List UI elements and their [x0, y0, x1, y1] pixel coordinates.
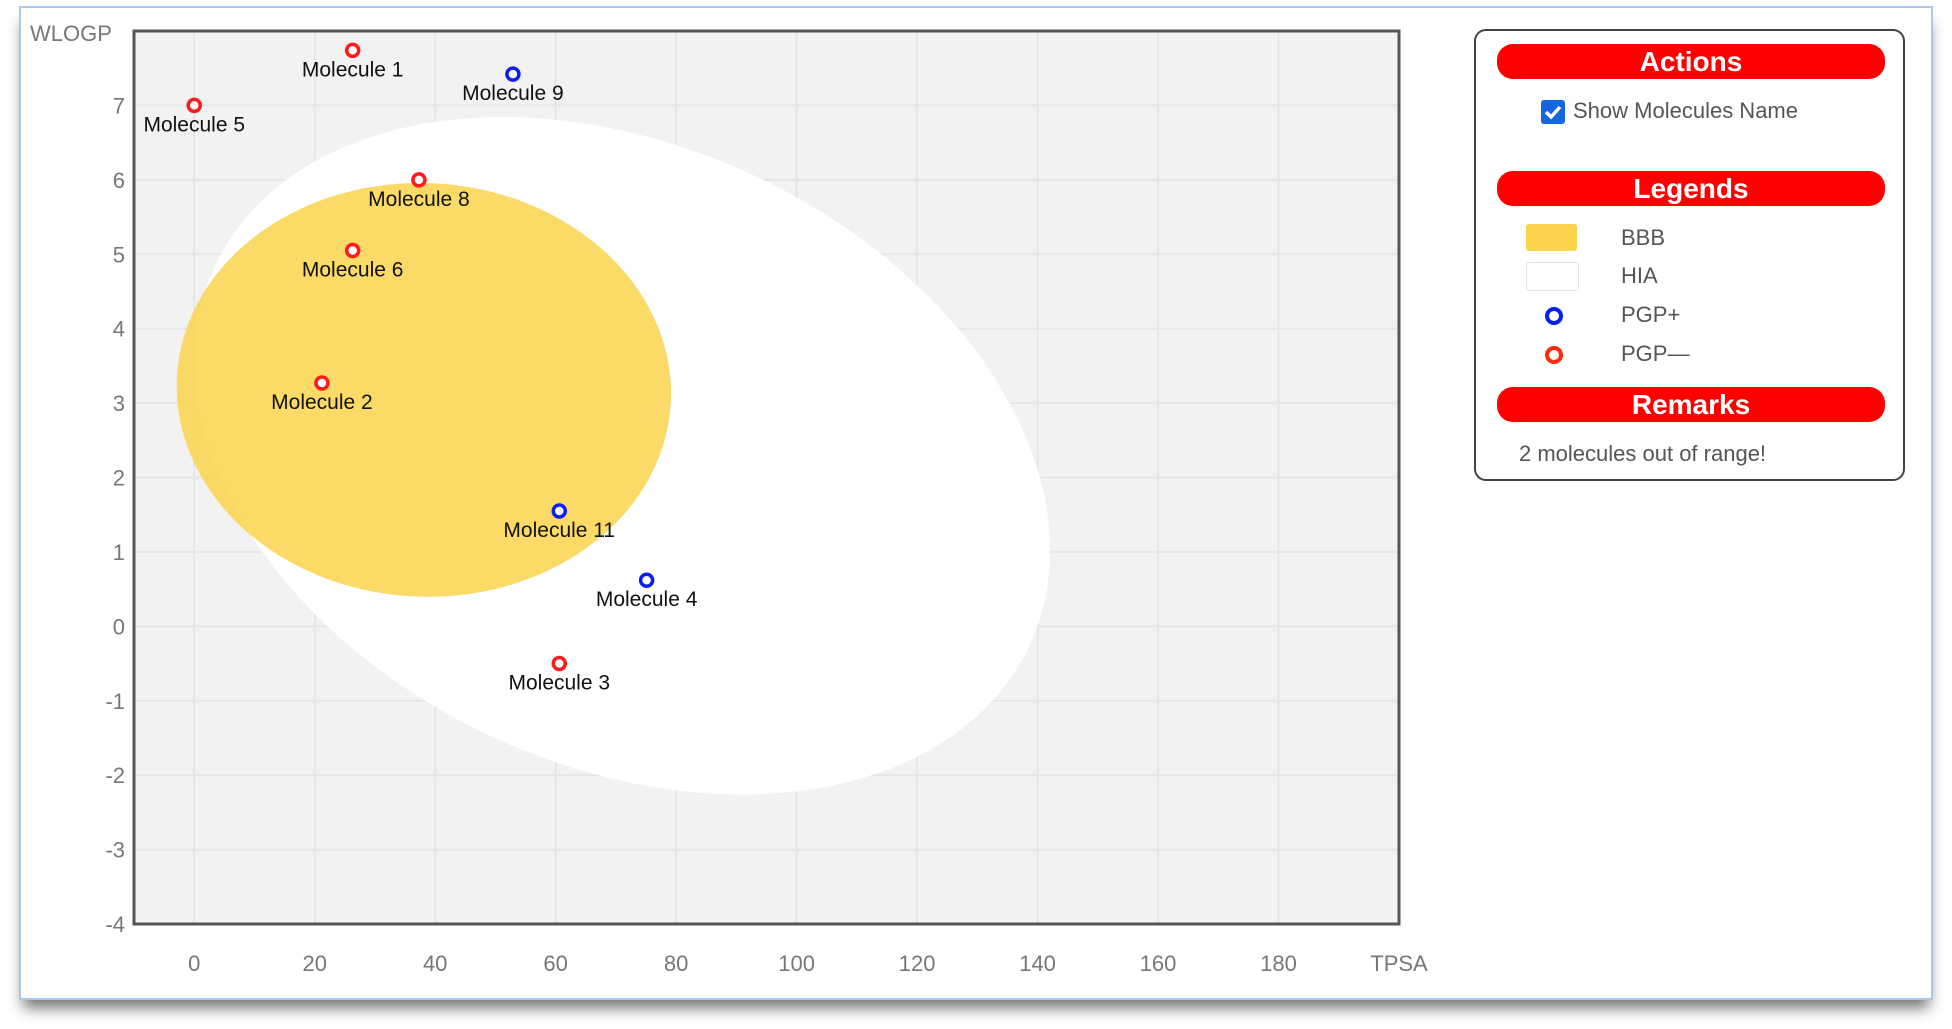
x-tick-label: 180	[1260, 951, 1297, 976]
molecule-label: Molecule 9	[462, 82, 564, 105]
molecule-point	[344, 42, 361, 59]
legend-label: PGP+	[1621, 302, 1681, 327]
legend-label: BBB	[1621, 225, 1666, 250]
x-axis-label: TPSA	[1370, 951, 1428, 976]
x-tick-label: 60	[543, 951, 567, 976]
x-tick-label: 140	[1019, 951, 1056, 976]
y-tick-label: -4	[105, 912, 125, 937]
molecule-label: Molecule 11	[503, 519, 615, 542]
molecule-label: Molecule 4	[596, 588, 698, 611]
legends-header: Legends	[1497, 171, 1885, 206]
molecule-point	[551, 655, 568, 672]
x-tick-label: 0	[188, 951, 200, 976]
x-tick-label: 120	[899, 951, 936, 976]
y-tick-label: 4	[113, 317, 125, 342]
y-axis-label: WLOGP	[30, 21, 112, 46]
legend-item-pgp-plus: PGP+	[1526, 300, 1866, 330]
plot-frame	[132, 29, 1401, 926]
actions-header: Actions	[1497, 44, 1885, 79]
y-tick-label: -2	[105, 763, 125, 788]
molecule-label: Molecule 2	[271, 391, 373, 414]
checkmark-icon	[1544, 105, 1562, 120]
y-tick-label: 3	[113, 391, 125, 416]
y-tick-label: -3	[105, 838, 125, 863]
show-names-checkbox[interactable]	[1541, 100, 1565, 124]
red-ring-icon	[1545, 346, 1563, 364]
remarks-header: Remarks	[1497, 387, 1885, 422]
molecule-point	[505, 66, 521, 82]
molecule-label: Molecule 8	[368, 188, 470, 211]
molecule-point	[314, 375, 330, 391]
y-tick-label: 1	[113, 540, 125, 565]
blue-ring-icon	[1545, 307, 1563, 325]
y-tick-label: 5	[113, 242, 125, 267]
y-tick-label: 6	[113, 168, 125, 193]
y-tick-label: 0	[113, 614, 125, 639]
legend-label: PGP—	[1621, 341, 1690, 366]
legend-label: HIA	[1621, 263, 1658, 288]
molecule-label: Molecule 5	[143, 113, 245, 136]
molecule-label: Molecule 1	[302, 58, 404, 81]
y-tick-label: 2	[113, 466, 125, 491]
molecule-point	[638, 572, 655, 588]
molecule-point	[344, 242, 361, 259]
control-panel: Actions Show Molecules Name Legends BBB …	[1474, 29, 1905, 481]
molecule-point	[186, 97, 202, 114]
molecule-label: Molecule 3	[508, 672, 610, 695]
x-tick-label: 40	[423, 951, 447, 976]
remarks-text: 2 molecules out of range!	[1519, 441, 1767, 466]
bbb-region	[176, 183, 671, 597]
hia-swatch	[1526, 262, 1579, 291]
y-tick-label: 7	[113, 93, 125, 118]
legend-item-hia: HIA	[1526, 261, 1866, 291]
molecule-point	[411, 172, 427, 188]
legend-item-bbb: BBB	[1526, 223, 1866, 253]
x-tick-label: 160	[1140, 951, 1177, 976]
x-tick-label: 80	[664, 951, 688, 976]
show-names-label[interactable]: Show Molecules Name	[1573, 98, 1798, 123]
molecule-point	[551, 503, 568, 519]
molecule-label: Molecule 6	[302, 259, 404, 282]
x-tick-label: 20	[302, 951, 326, 976]
bbb-swatch	[1526, 224, 1577, 251]
y-tick-label: -1	[105, 689, 125, 714]
legend-item-pgp-minus: PGP—	[1526, 339, 1866, 369]
x-tick-label: 100	[778, 951, 815, 976]
